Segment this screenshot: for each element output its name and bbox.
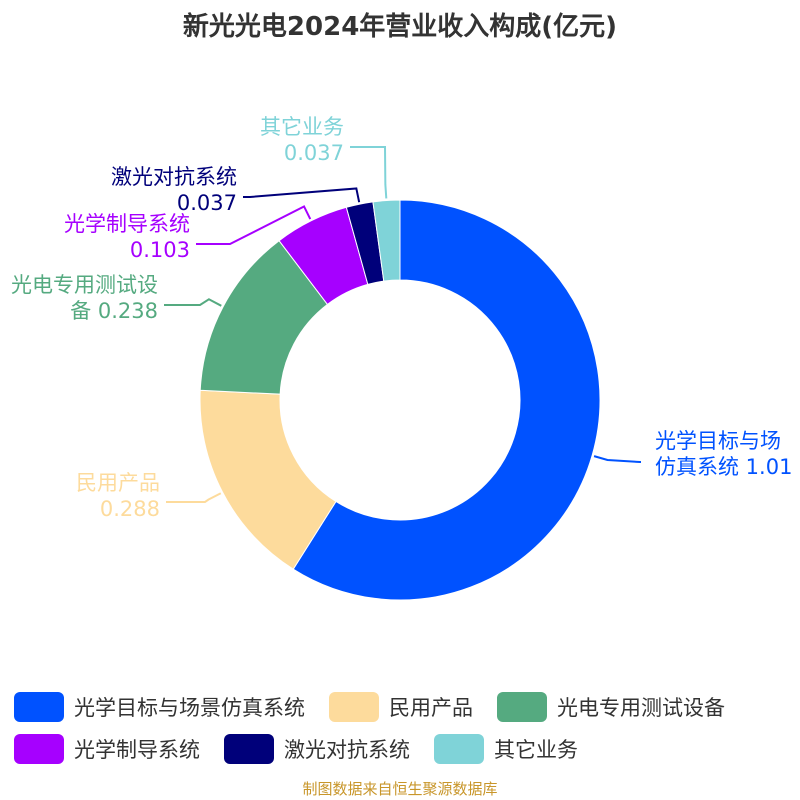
- leader-line: [350, 146, 388, 199]
- legend: 光学目标与场景仿真系统 民用产品 光电专用测试设备 光学制导系统 激光对抗系统: [0, 686, 800, 770]
- legend-item-laser-countermeasure[interactable]: 激光对抗系统: [224, 734, 410, 764]
- legend-label: 民用产品: [389, 696, 473, 720]
- source-footer: 制图数据来自恒生聚源数据库: [302, 780, 498, 798]
- legend-item-optical-target-simulation[interactable]: 光学目标与场景仿真系统: [14, 692, 305, 722]
- slice-label: 民用产品 0.288: [76, 471, 160, 521]
- slice-label-value: 仿真系统 1.01: [655, 455, 792, 479]
- slice-label-name: 民用产品: [76, 471, 160, 495]
- legend-row: 光学目标与场景仿真系统 民用产品 光电专用测试设备: [0, 686, 800, 728]
- legend-label: 激光对抗系统: [284, 738, 410, 762]
- donut-slice[interactable]: [292, 199, 601, 601]
- legend-swatch: [14, 692, 64, 722]
- slice-label-name: 其它业务: [260, 115, 344, 139]
- slice-label-name: 光学目标与场: [655, 429, 781, 453]
- legend-item-other-business[interactable]: 其它业务: [434, 734, 578, 764]
- legend-swatch: [14, 734, 64, 764]
- legend-swatch: [434, 734, 484, 764]
- slice-label: 光学制导系统 0.103: [64, 212, 190, 262]
- slice-label: 激光对抗系统 0.037: [111, 165, 237, 215]
- slice-label-value: 0.288: [100, 497, 160, 521]
- legend-label: 其它业务: [494, 738, 578, 762]
- slice-label-name: 光学制导系统: [64, 212, 190, 236]
- legend-item-civil-products[interactable]: 民用产品: [329, 692, 473, 722]
- leader-line: [196, 205, 312, 245]
- leader-line: [243, 187, 361, 203]
- leader-line: [164, 298, 222, 307]
- legend-swatch: [329, 692, 379, 722]
- legend-label: 光电专用测试设备: [557, 696, 725, 720]
- legend-item-optical-guidance[interactable]: 光学制导系统: [14, 734, 200, 764]
- slice-label: 光学目标与场仿真系统 1.01: [655, 429, 792, 479]
- slice-label-name: 光电专用测试设: [11, 273, 158, 297]
- leader-line: [166, 492, 222, 503]
- slice-label-name: 激光对抗系统: [111, 165, 237, 189]
- legend-label: 光学制导系统: [74, 738, 200, 762]
- slice-label-value: 备 0.238: [70, 299, 158, 323]
- legend-label: 光学目标与场景仿真系统: [74, 696, 305, 720]
- legend-row: 光学制导系统 激光对抗系统 其它业务: [0, 728, 800, 770]
- slice-label: 其它业务 0.037: [260, 115, 344, 165]
- slice-label-value: 0.037: [284, 141, 344, 165]
- slice-labels: 光学目标与场仿真系统 1.01 民用产品 0.288 光电专用测试设备 0.238 光学…: [11, 115, 792, 521]
- legend-swatch: [497, 692, 547, 722]
- donut-slices: [199, 199, 601, 601]
- legend-item-optoelectronic-test-equipment[interactable]: 光电专用测试设备: [497, 692, 725, 722]
- slice-label-value: 0.103: [130, 238, 190, 262]
- donut-slice[interactable]: [372, 199, 401, 282]
- legend-swatch: [224, 734, 274, 764]
- label-leader-lines: [164, 146, 641, 503]
- leader-line: [593, 455, 641, 463]
- slice-label-value: 0.037: [177, 191, 237, 215]
- chart-title: 新光光电2024年营业收入构成(亿元): [182, 12, 618, 42]
- slice-label: 光电专用测试设备 0.238: [11, 273, 158, 323]
